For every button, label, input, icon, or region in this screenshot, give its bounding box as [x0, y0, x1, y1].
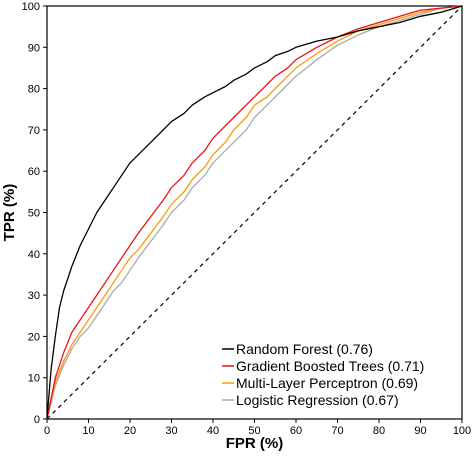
y-tick-label: 80 [28, 84, 40, 96]
legend-label: Logistic Regression (0.67) [236, 392, 399, 408]
y-tick-label: 10 [28, 373, 40, 385]
legend-label: Gradient Boosted Trees (0.71) [236, 358, 424, 374]
x-tick-label: 60 [290, 425, 302, 437]
y-tick-label: 40 [28, 249, 40, 261]
y-tick-label: 60 [28, 166, 40, 178]
roc-curve-line [46, 5, 463, 420]
chance-diagonal-line [46, 5, 463, 420]
roc-curve-line [46, 5, 463, 420]
roc-curve-line [46, 5, 463, 420]
x-tick-label: 80 [373, 425, 385, 437]
y-tick-label: 90 [28, 42, 40, 54]
roc-curve-line [46, 5, 463, 420]
y-tick-label: 70 [28, 125, 40, 137]
y-axis-ticks: 0 10 20 30 40 50 60 70 80 90 100 [22, 1, 47, 426]
legend-label: Multi-Layer Perceptron (0.69) [236, 375, 418, 391]
x-tick-label: 100 [453, 425, 471, 437]
y-tick-label: 100 [22, 1, 40, 13]
y-tick-label: 30 [28, 290, 40, 302]
roc-curves [46, 5, 463, 420]
y-tick-label: 0 [34, 414, 40, 426]
x-axis-label: FPR (%) [226, 435, 284, 452]
legend: Random Forest (0.76)Gradient Boosted Tre… [222, 341, 424, 408]
y-axis-label: TPR (%) [1, 184, 18, 242]
x-tick-label: 70 [331, 425, 343, 437]
legend-label: Random Forest (0.76) [236, 341, 373, 357]
y-tick-label: 50 [28, 208, 40, 220]
x-tick-label: 10 [82, 425, 94, 437]
x-tick-label: 0 [44, 425, 50, 437]
x-tick-label: 90 [414, 425, 426, 437]
y-tick-label: 20 [28, 331, 40, 343]
x-tick-label: 30 [165, 425, 177, 437]
x-axis-ticks: 0 10 20 30 40 50 60 70 80 90 100 [44, 419, 471, 437]
x-tick-label: 50 [248, 425, 260, 437]
x-tick-label: 20 [124, 425, 136, 437]
x-tick-label: 40 [207, 425, 219, 437]
